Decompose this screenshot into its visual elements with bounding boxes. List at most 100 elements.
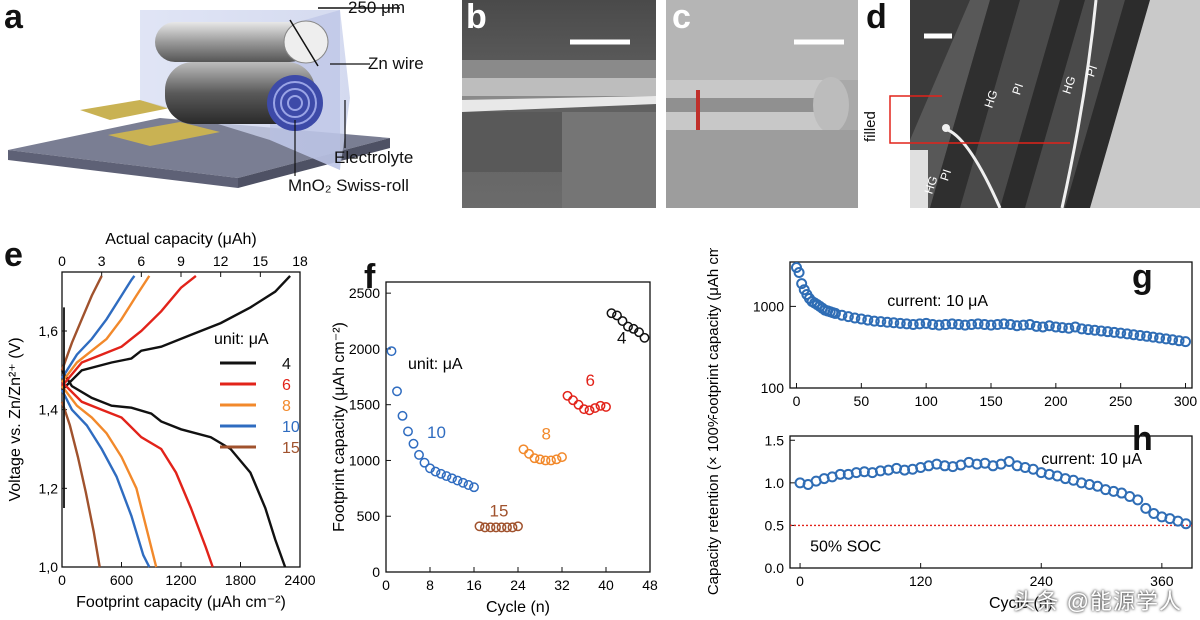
data-point — [1173, 335, 1185, 347]
y-tick-label: 1,2 — [39, 480, 59, 496]
point-series-15 — [491, 522, 501, 533]
data-point — [1115, 327, 1127, 339]
data-point — [1121, 328, 1133, 340]
x-tick-label: 0 — [796, 573, 804, 589]
point-series-6 — [601, 401, 611, 412]
point-series-6 — [579, 404, 589, 415]
y-axis-label: Footprint capacity (μAh cm⁻²) — [705, 248, 722, 418]
legend-title: unit: μA — [214, 331, 269, 348]
data-point — [1030, 320, 1042, 332]
zn-wire-label: Zn wire — [368, 54, 424, 73]
point-series-10 — [458, 477, 468, 488]
point-series-10 — [436, 468, 446, 479]
plot-frame — [789, 261, 1193, 389]
data-point — [1108, 326, 1120, 338]
point-series-15 — [507, 522, 518, 533]
series-8-discharge-line — [61, 385, 158, 568]
data-point — [1089, 324, 1101, 336]
data-point — [842, 311, 854, 323]
point-series-8 — [546, 455, 556, 466]
y-tick-label: 1,0 — [39, 559, 59, 575]
scale-label-250um: 250 μm — [348, 0, 406, 17]
x-tick-label: 16 — [466, 577, 482, 593]
y-tick-label: 0.5 — [765, 517, 785, 533]
series-8-charge-line — [61, 275, 151, 383]
y-tick-label: 1000 — [349, 452, 380, 468]
data-point — [1140, 502, 1152, 514]
panel-a-schematic — [8, 7, 400, 188]
panel-letter-h: h — [1132, 420, 1153, 458]
data-point — [933, 319, 945, 331]
point-series-8 — [518, 444, 529, 455]
data-point — [796, 278, 808, 290]
data-point — [1147, 331, 1159, 343]
point-series-10 — [463, 480, 474, 490]
point-series-15 — [480, 522, 490, 533]
x-tick-label: 24 — [510, 577, 526, 593]
data-point — [966, 319, 978, 331]
y-tick-label: 1000 — [753, 298, 784, 314]
y-tick-label: 2500 — [349, 285, 380, 301]
x-tick-label: 240 — [1030, 573, 1054, 589]
data-point — [1004, 319, 1016, 331]
point-series-8 — [540, 455, 551, 466]
series-15-charge-line — [60, 275, 103, 371]
data-point — [1050, 321, 1062, 333]
data-point — [972, 318, 984, 330]
legend-label-10: 10 — [282, 419, 300, 436]
x-axis-label: Footprint capacity (μAh cm⁻²) — [76, 594, 286, 611]
plot-frame — [385, 281, 651, 573]
plot-frame — [789, 435, 1193, 569]
series-10-discharge-line — [60, 389, 151, 568]
x-tick-label: 48 — [642, 577, 658, 593]
data-point — [862, 314, 874, 326]
x-axis-label: Cycle (n) — [989, 595, 1053, 612]
data-point — [855, 313, 867, 325]
data-point — [959, 319, 971, 331]
chart-h-capacity-retention: 0 120 240 360 0.0 0.5 1.0 1.5 Cycle (n) Capacity … — [705, 418, 1193, 612]
chart-e-voltage-profiles: 0 600 1200 1800 2400 0 3 6 9 12 15 18 1,0 1,2 1,4 1,6 Fo… — [7, 231, 316, 611]
legend-label-8: 8 — [282, 398, 291, 415]
point-series-8 — [529, 453, 540, 464]
chart-g-cycling-capacity: 0 50 100 150 200 250 300 100 1000 Footprint capac… — [705, 248, 1197, 418]
point-series-10 — [469, 482, 479, 493]
point-series-10 — [392, 386, 402, 397]
panel-letter-b: b — [466, 0, 487, 36]
x-tick-label: 40 — [598, 577, 614, 593]
data-point — [1003, 456, 1015, 468]
series-15-discharge-line — [60, 401, 101, 568]
data-point — [881, 316, 893, 328]
x-tick-label: 8 — [426, 577, 434, 593]
point-series-10 — [414, 449, 424, 460]
point-series-10 — [403, 426, 413, 437]
series-6-charge-line — [61, 274, 197, 387]
x-tick-label: 1200 — [165, 572, 196, 588]
point-series-15 — [502, 522, 512, 533]
x2-tick-label: 12 — [213, 253, 229, 269]
point-series-8 — [557, 452, 567, 463]
electrolyte-label: Electrolyte — [334, 148, 414, 167]
x2-tick-label: 9 — [177, 253, 185, 269]
point-series-15 — [485, 522, 496, 533]
point-series-6 — [562, 390, 573, 401]
point-series-15 — [496, 522, 507, 533]
data-point — [1011, 320, 1023, 332]
data-point — [1180, 518, 1192, 530]
data-point — [1082, 324, 1094, 336]
x-tick-label: 50 — [854, 393, 870, 409]
data-point — [946, 318, 958, 330]
point-series-10 — [452, 475, 463, 486]
panel-b-sem-image — [462, 0, 656, 208]
panel-d-sem-image — [910, 0, 1200, 208]
point-series-6 — [595, 400, 606, 411]
data-point — [875, 316, 887, 328]
data-point — [836, 309, 848, 321]
series-label-15: 15 — [490, 501, 509, 520]
point-series-6 — [568, 395, 578, 406]
annotation-unit: unit: μA — [408, 356, 463, 373]
plot-frame — [61, 271, 301, 568]
y-axis-label: Voltage vs. Zn/Zn²⁺ (V) — [7, 337, 24, 501]
data-point — [888, 317, 900, 329]
y-tick-label: 1.0 — [765, 475, 785, 491]
data-point — [1160, 333, 1172, 345]
